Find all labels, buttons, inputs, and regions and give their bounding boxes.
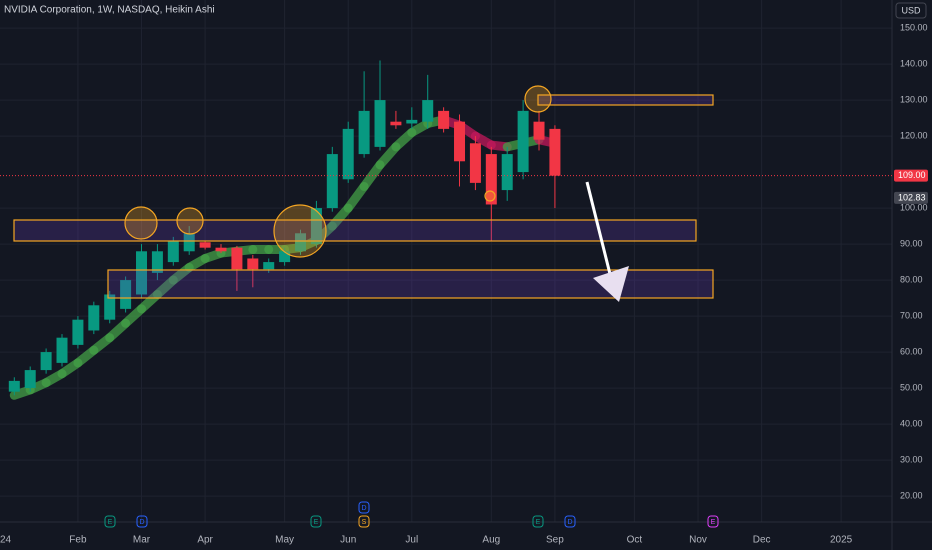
candle-body xyxy=(310,208,322,245)
candle-body xyxy=(279,251,291,263)
candle-body xyxy=(501,154,513,191)
candles xyxy=(8,60,561,396)
circle xyxy=(524,85,552,113)
y-tick-label: 130.00 xyxy=(900,94,928,104)
x-tick-label: Dec xyxy=(753,535,771,546)
candle-body xyxy=(183,233,195,252)
price-label: 109.00 xyxy=(898,170,926,180)
x-tick-label: Sep xyxy=(546,535,564,546)
candle-body xyxy=(120,280,132,309)
event-label: S xyxy=(362,519,367,526)
event-marker xyxy=(358,515,370,528)
candle-body xyxy=(24,370,36,389)
candle-body xyxy=(72,319,84,345)
event-label: E xyxy=(108,519,113,526)
candle-body xyxy=(549,128,561,176)
price-label-box xyxy=(894,191,928,204)
axes: 20.00 30.00 40.00 50.00 60.00 70.00 80.00 90.00… xyxy=(0,22,928,546)
y-tick-label: 140.00 xyxy=(900,58,928,68)
event-marker xyxy=(707,515,719,528)
candle-body xyxy=(406,119,418,124)
arrow-head xyxy=(593,266,629,302)
candle-body xyxy=(231,247,243,270)
candle-body xyxy=(390,121,402,126)
event-label: E xyxy=(314,519,319,526)
candle-body xyxy=(167,240,179,263)
circle xyxy=(484,190,496,202)
arrow xyxy=(585,181,629,302)
y-tick-label: 60.00 xyxy=(900,346,923,356)
candle-body xyxy=(199,242,211,248)
circles xyxy=(124,85,552,258)
y-tick-label: 30.00 xyxy=(900,454,923,464)
x-tick-label: Apr xyxy=(197,535,213,546)
x-tick-label: Nov xyxy=(689,535,707,546)
candle-body xyxy=(88,305,100,331)
y-tick-label: 40.00 xyxy=(900,418,923,428)
event-marker xyxy=(564,515,576,528)
y-tick-label: 100.00 xyxy=(900,202,928,212)
candle-body xyxy=(342,128,354,180)
zone xyxy=(13,219,697,242)
x-tick-label: 24 xyxy=(0,535,12,546)
event-label: D xyxy=(139,519,144,526)
x-tick-label: Oct xyxy=(627,535,643,546)
candle-body xyxy=(517,110,529,173)
price-label: 102.83 xyxy=(898,192,926,202)
event-marker xyxy=(136,515,148,528)
candle-body xyxy=(374,100,386,147)
price-label-box xyxy=(894,169,928,182)
event-marker xyxy=(358,501,370,514)
candle-body xyxy=(247,258,259,270)
event-label: D xyxy=(567,519,572,526)
x-tick-label: 2025 xyxy=(830,535,853,546)
y-tick-label: 70.00 xyxy=(900,310,923,320)
y-tick-label: 150.00 xyxy=(900,22,928,32)
zone xyxy=(537,94,714,106)
candle-body xyxy=(8,380,20,392)
candle-body xyxy=(40,352,52,371)
candle-body xyxy=(104,294,116,320)
y-tick-label: 90.00 xyxy=(900,238,923,248)
y-tick-label: 50.00 xyxy=(900,382,923,392)
candle-body xyxy=(422,100,434,122)
x-tick-label: Feb xyxy=(69,535,87,546)
y-tick-label: 120.00 xyxy=(900,130,928,140)
circle xyxy=(124,206,158,240)
circle xyxy=(176,207,204,235)
arrow-shaft xyxy=(585,181,613,279)
candle-body xyxy=(151,251,163,273)
candle-body xyxy=(454,121,466,162)
event-marker xyxy=(104,515,116,528)
x-tick-label: May xyxy=(275,535,294,546)
circle xyxy=(273,204,327,258)
candle-body xyxy=(358,110,370,155)
candle-body xyxy=(485,154,497,205)
x-tick-label: Mar xyxy=(133,535,151,546)
chart-title: NVIDIA Corporation, 1W, NASDAQ, Heikin A… xyxy=(4,5,215,16)
candle-body xyxy=(533,121,545,140)
candle-body xyxy=(215,247,227,252)
candle-body xyxy=(326,154,338,209)
y-tick-label: 20.00 xyxy=(900,490,923,500)
event-marker xyxy=(532,515,544,528)
event-marker xyxy=(310,515,322,528)
currency[interactable]: USD xyxy=(901,5,921,15)
candle-body xyxy=(263,262,275,270)
x-tick-label: Jun xyxy=(340,535,356,546)
currency-button[interactable] xyxy=(895,2,927,19)
candle-body xyxy=(438,110,450,129)
y-tick-label: 80.00 xyxy=(900,274,923,284)
candle-body xyxy=(295,233,307,252)
event-label: E xyxy=(536,519,541,526)
x-tick-label: Aug xyxy=(482,535,500,546)
event-label: D xyxy=(361,505,366,512)
candle-body xyxy=(56,337,68,363)
candle-body xyxy=(469,143,481,183)
event-label: E xyxy=(711,519,716,526)
candle-body xyxy=(136,251,148,295)
x-tick-label: Jul xyxy=(405,535,418,546)
